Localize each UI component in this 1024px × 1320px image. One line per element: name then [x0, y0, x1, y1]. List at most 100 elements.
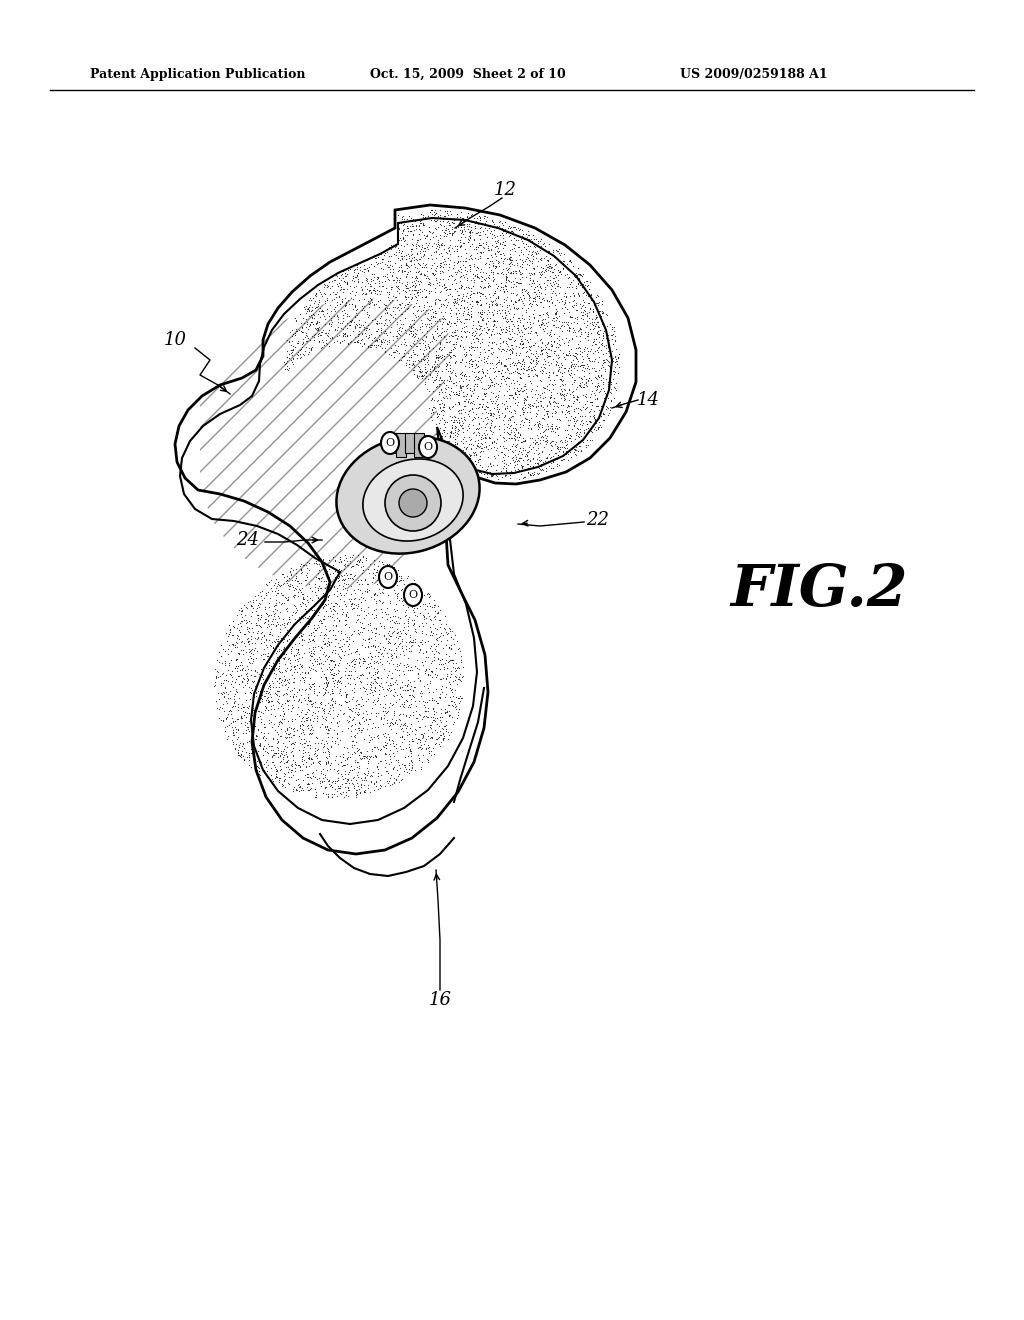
Point	[345, 545, 361, 566]
Point	[595, 350, 611, 371]
Point	[397, 755, 414, 776]
Point	[409, 281, 425, 302]
Point	[593, 405, 609, 426]
Point	[573, 371, 590, 392]
Point	[438, 358, 455, 379]
Point	[310, 315, 327, 337]
Point	[411, 351, 427, 372]
Point	[487, 292, 504, 313]
Point	[461, 426, 477, 447]
Point	[351, 713, 368, 734]
Point	[519, 282, 536, 304]
Point	[478, 458, 495, 479]
Point	[447, 425, 464, 446]
Point	[538, 246, 554, 267]
Point	[288, 569, 304, 590]
Point	[604, 341, 621, 362]
Point	[534, 329, 550, 350]
Point	[522, 296, 539, 317]
Point	[355, 333, 372, 354]
Point	[315, 557, 332, 578]
Point	[373, 321, 389, 342]
Point	[471, 396, 487, 417]
Point	[547, 442, 563, 463]
Point	[268, 649, 285, 671]
Point	[346, 656, 362, 677]
Point	[341, 314, 357, 335]
Point	[296, 733, 312, 754]
Point	[315, 550, 332, 572]
Point	[513, 264, 529, 285]
Point	[284, 351, 300, 372]
Point	[461, 370, 477, 391]
Point	[368, 672, 384, 693]
Point	[539, 404, 555, 425]
Point	[329, 585, 345, 606]
Point	[486, 446, 503, 467]
Point	[346, 587, 362, 609]
Point	[421, 216, 437, 238]
Point	[361, 615, 378, 636]
Point	[366, 772, 382, 793]
Point	[338, 605, 354, 626]
Point	[443, 371, 460, 392]
Point	[294, 779, 310, 800]
Point	[261, 635, 278, 656]
Point	[436, 727, 453, 748]
Point	[397, 252, 414, 273]
Point	[248, 648, 264, 669]
Point	[374, 676, 390, 697]
Point	[291, 678, 307, 700]
Point	[466, 407, 482, 428]
Point	[251, 758, 267, 779]
Point	[436, 277, 453, 298]
Point	[241, 652, 257, 673]
Point	[319, 719, 336, 741]
Point	[519, 220, 536, 242]
Point	[421, 737, 437, 758]
Point	[471, 346, 487, 367]
Point	[608, 372, 625, 393]
Point	[390, 238, 407, 259]
Point	[304, 643, 321, 664]
Point	[455, 412, 471, 433]
Point	[404, 239, 421, 260]
Point	[382, 261, 398, 282]
Point	[580, 358, 596, 379]
Point	[488, 294, 505, 315]
Point	[339, 692, 355, 713]
Point	[393, 350, 410, 371]
Point	[421, 741, 437, 762]
Point	[308, 548, 325, 569]
Point	[511, 469, 527, 490]
Point	[465, 401, 481, 422]
Point	[498, 429, 514, 450]
Point	[310, 326, 327, 347]
Point	[416, 214, 432, 235]
Point	[339, 684, 355, 705]
Point	[526, 257, 543, 279]
Point	[442, 339, 459, 360]
Point	[409, 231, 425, 252]
Point	[337, 676, 353, 697]
Point	[514, 322, 530, 343]
Point	[591, 326, 607, 347]
Point	[522, 337, 539, 358]
Point	[411, 296, 427, 317]
Point	[456, 366, 472, 387]
Point	[329, 286, 345, 308]
Point	[489, 400, 506, 421]
Point	[465, 442, 481, 463]
Point	[394, 214, 411, 235]
Point	[494, 359, 510, 380]
Point	[272, 594, 289, 615]
Point	[337, 615, 353, 636]
Point	[407, 656, 423, 677]
Point	[302, 777, 318, 799]
Point	[428, 346, 444, 367]
Point	[390, 350, 407, 371]
Point	[515, 227, 531, 248]
Point	[288, 565, 304, 586]
Point	[395, 228, 412, 249]
Point	[541, 253, 557, 275]
